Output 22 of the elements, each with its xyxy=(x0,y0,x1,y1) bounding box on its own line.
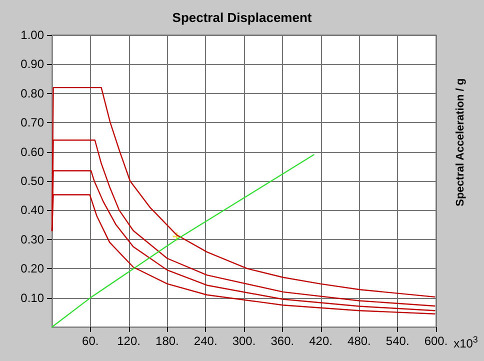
y-tick-label: 0.60 xyxy=(20,144,44,159)
x-tick-label: 60. xyxy=(82,334,99,348)
x-tick-label: 480. xyxy=(348,334,371,348)
y-tick-label: 0.10 xyxy=(20,290,44,305)
y-tick-label: 1.00 xyxy=(20,28,44,42)
x-tick-label: 300. xyxy=(232,334,256,348)
x-tick-label: 120. xyxy=(117,334,140,348)
y-tick-label: 0.80 xyxy=(20,86,44,100)
y-tick-label: 0.40 xyxy=(20,203,44,218)
x-tick-label: 360. xyxy=(270,334,294,348)
y-axis-title: Spectral Acceleration / g xyxy=(454,78,466,206)
x-tick-label: 420. xyxy=(309,334,332,348)
x-tick-label: 240. xyxy=(194,334,218,348)
y-tick-label: 0.70 xyxy=(20,116,44,130)
y-tick-label: 0.90 xyxy=(20,57,44,72)
y-tick-label: 0.30 xyxy=(20,232,44,246)
x-tick-label: 540. xyxy=(386,334,410,348)
y-tick-label: 0.50 xyxy=(20,174,44,188)
chart-title: Spectral Displacement xyxy=(172,10,312,25)
x-tick-label: 180. xyxy=(156,334,179,348)
y-tick-label: 0.20 xyxy=(20,262,44,276)
x-tick-label: 600. xyxy=(424,334,448,348)
